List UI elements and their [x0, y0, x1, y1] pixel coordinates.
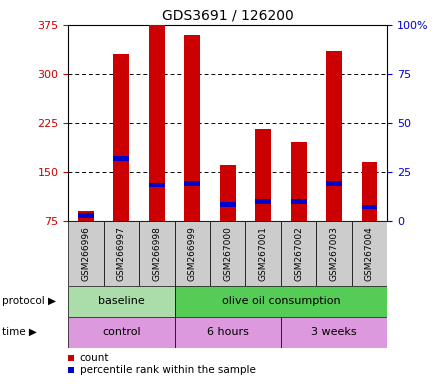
Bar — [78, 211, 94, 221]
Bar — [326, 181, 342, 186]
Text: time ▶: time ▶ — [2, 327, 37, 337]
Text: baseline: baseline — [98, 296, 145, 306]
Bar — [68, 221, 104, 286]
Text: GSM267002: GSM267002 — [294, 226, 303, 281]
Text: GSM266996: GSM266996 — [81, 226, 91, 281]
Bar — [139, 221, 175, 286]
Title: GDS3691 / 126200: GDS3691 / 126200 — [162, 8, 293, 22]
Bar — [290, 142, 307, 221]
Text: 3 weeks: 3 weeks — [311, 327, 357, 337]
Text: GSM266999: GSM266999 — [188, 226, 197, 281]
Bar — [326, 51, 342, 221]
Bar — [68, 317, 175, 348]
Bar — [352, 221, 387, 286]
Text: GSM266998: GSM266998 — [152, 226, 161, 281]
Text: GSM267004: GSM267004 — [365, 226, 374, 281]
Bar — [114, 157, 129, 161]
Bar — [255, 129, 271, 221]
Text: 6 hours: 6 hours — [207, 327, 249, 337]
Bar — [184, 35, 200, 221]
Bar — [149, 25, 165, 221]
Bar — [149, 183, 165, 187]
Text: GSM267001: GSM267001 — [259, 226, 268, 281]
Bar — [246, 221, 281, 286]
Text: protocol ▶: protocol ▶ — [2, 296, 56, 306]
Bar — [78, 213, 94, 218]
Bar — [68, 286, 175, 317]
Bar — [104, 221, 139, 286]
Text: percentile rank within the sample: percentile rank within the sample — [80, 365, 256, 375]
Bar — [175, 317, 281, 348]
Bar — [184, 181, 200, 186]
Bar — [255, 199, 271, 204]
Text: GSM266997: GSM266997 — [117, 226, 126, 281]
Text: olive oil consumption: olive oil consumption — [222, 296, 340, 306]
Bar — [175, 221, 210, 286]
Bar — [281, 317, 387, 348]
Bar — [316, 221, 352, 286]
Bar — [281, 221, 316, 286]
Text: GSM267000: GSM267000 — [223, 226, 232, 281]
Bar — [220, 166, 236, 221]
Bar — [114, 55, 129, 221]
Bar — [290, 199, 307, 204]
Text: control: control — [102, 327, 141, 337]
Bar — [210, 221, 246, 286]
Bar — [175, 286, 387, 317]
Bar — [220, 202, 236, 207]
Bar — [362, 205, 378, 209]
Text: GSM267003: GSM267003 — [330, 226, 338, 281]
Bar — [362, 162, 378, 221]
Text: count: count — [80, 353, 109, 363]
